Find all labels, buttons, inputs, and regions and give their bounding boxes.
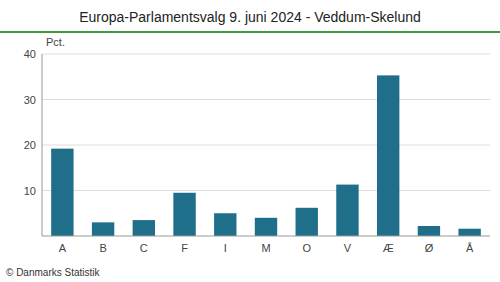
x-tick-label: M [261,242,270,254]
bar [133,220,155,236]
title-rule [0,31,500,33]
bar [377,75,399,236]
chart-container: Europa-Parlamentsvalg 9. juni 2024 - Ved… [0,0,500,282]
x-tick-label: A [59,242,67,254]
x-tick-label: I [224,242,227,254]
title: Europa-Parlamentsvalg 9. juni 2024 - Ved… [79,9,421,25]
bar [458,229,480,236]
footer: © Danmarks Statistik [6,267,101,278]
chart: Europa-Parlamentsvalg 9. juni 2024 - Ved… [0,0,500,282]
grid-line [42,99,490,100]
x-tick-label: Ø [425,242,434,254]
x-tick-label: O [302,242,311,254]
background [0,0,500,282]
y-tick-label: 20 [24,139,36,151]
grid-line [42,54,490,55]
x-tick-label: Å [466,242,474,254]
bar [255,218,277,236]
x-tick-label: F [181,242,188,254]
bar [173,193,195,236]
grid-line [42,145,490,146]
bar [336,185,358,236]
y-tick-label: 40 [24,48,36,60]
bars [51,75,481,236]
bar [214,213,236,236]
y-axis-line [42,54,43,236]
grid [42,54,490,191]
x-tick-label: C [140,242,148,254]
grid-line [42,190,490,191]
bar [92,222,114,236]
x-tick-label: Æ [383,242,394,254]
y-tick-label: 30 [24,94,36,106]
bar [418,226,440,236]
bar [51,149,73,236]
x-tick-label: B [99,242,106,254]
bar [296,208,318,236]
x-axis-line [42,236,490,237]
x-tick-label: V [344,242,352,254]
y-axis-label: Pct. [46,36,65,48]
y-tick-label: 10 [24,185,36,197]
